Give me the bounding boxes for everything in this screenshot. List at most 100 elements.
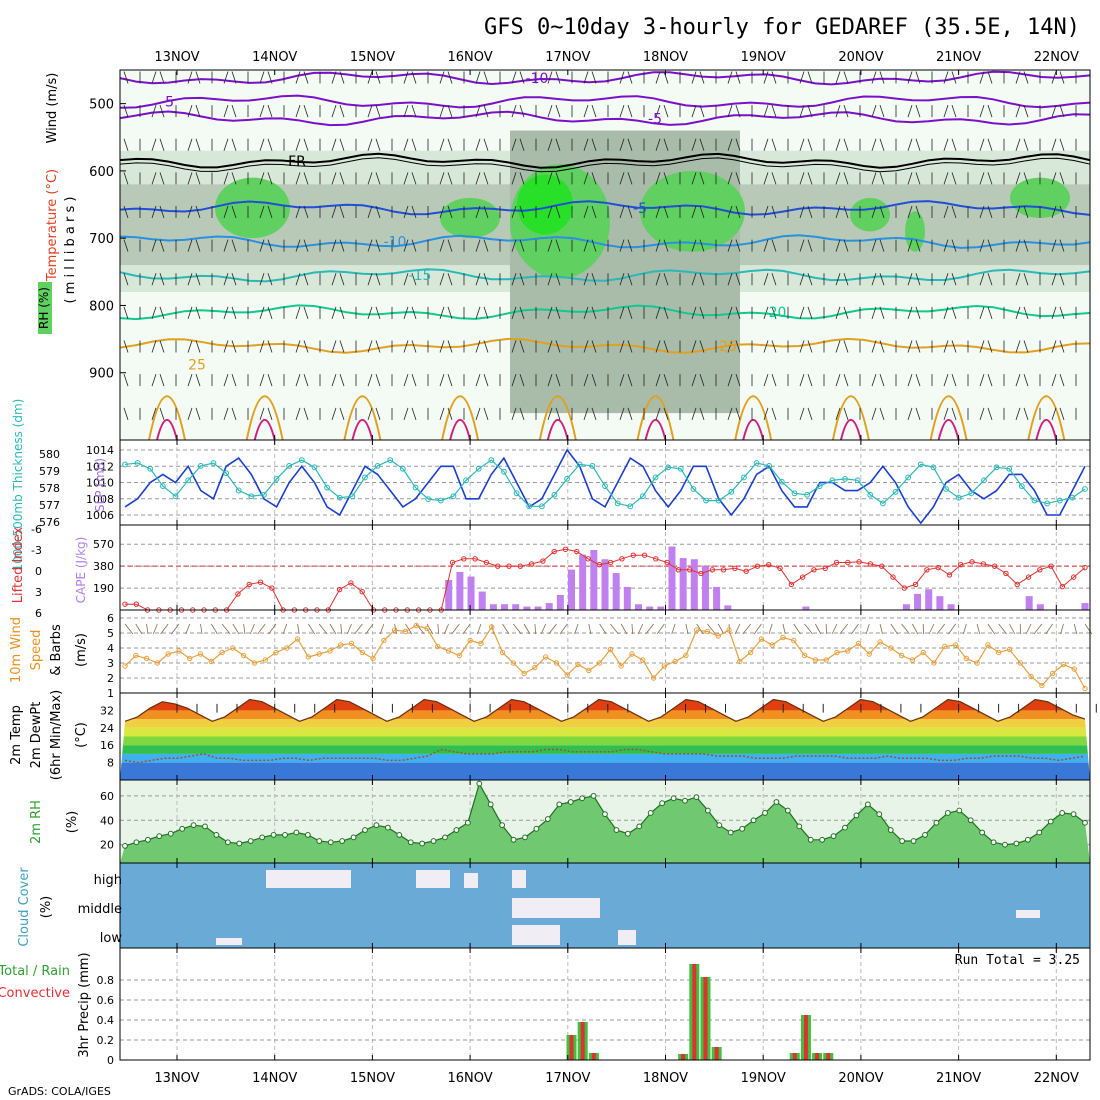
wind-barb <box>195 374 201 387</box>
wind-speed-point <box>855 640 862 647</box>
wind-barb <box>1051 273 1057 286</box>
wind-barb <box>763 407 769 420</box>
lifted-index-point <box>483 559 490 566</box>
wind-barb <box>511 172 517 185</box>
thickness-point <box>652 474 659 481</box>
thickness-point <box>614 500 621 507</box>
wind-barb <box>555 71 561 84</box>
wind-speed-point <box>370 655 376 662</box>
wind-axis-label: Speed <box>29 630 44 671</box>
wind-barb <box>159 71 165 84</box>
cape-bar <box>623 586 631 610</box>
wind-barb <box>483 104 489 118</box>
lifted-index-point <box>958 561 964 568</box>
wind-barb <box>727 340 733 353</box>
wind-speed-point <box>435 643 441 650</box>
wind-barb <box>879 340 885 353</box>
rh-tick-label: 60 <box>100 790 114 803</box>
wind-barb <box>879 71 885 84</box>
wind-barb <box>447 104 453 118</box>
wind-barb <box>223 71 229 84</box>
rh-point <box>156 833 163 840</box>
wind-barb <box>1023 104 1029 118</box>
wind-barb <box>411 104 417 118</box>
wind-barb <box>951 104 957 118</box>
thickness-point <box>804 491 811 498</box>
wind-barb <box>591 172 597 185</box>
wind-barb <box>843 306 849 320</box>
wind-barb <box>547 71 553 84</box>
wind-barb <box>195 205 201 219</box>
wind-barb <box>871 374 877 387</box>
wind-barb <box>951 407 957 420</box>
wind-barb <box>763 71 769 84</box>
wind-barb <box>195 273 201 286</box>
wind-barb <box>583 138 589 151</box>
date-label-bottom: 13NOV <box>154 1071 199 1086</box>
slp-tick-label: 1012 <box>86 460 114 473</box>
wind-barb <box>691 306 697 320</box>
wind-barb <box>979 374 985 387</box>
wind-barb <box>627 138 633 151</box>
lifted-index-point <box>980 561 987 567</box>
wind-speed-point <box>327 648 333 654</box>
rh-point <box>864 801 871 808</box>
lifted-index-point <box>551 548 557 555</box>
warm-lobe-contour <box>1027 395 1066 441</box>
wind-barb <box>555 239 561 252</box>
wind-speed-point <box>133 652 139 659</box>
surface-wind-barb <box>588 623 592 635</box>
thickness-point <box>463 477 469 484</box>
wind-barb <box>591 239 597 252</box>
rh-point <box>362 827 368 833</box>
wind-barb <box>835 374 841 387</box>
wind-barb <box>511 306 517 320</box>
wind-barb <box>555 306 561 320</box>
surface-wind-barb <box>645 623 654 635</box>
wind-speed-point <box>693 627 700 633</box>
contour-label: 25 <box>719 339 737 355</box>
wind-barb <box>339 306 345 320</box>
thickness-point <box>1069 494 1076 501</box>
wind-barb <box>123 138 129 151</box>
wind-barb <box>1015 239 1021 252</box>
cape-bar <box>568 569 576 610</box>
wind-barb <box>411 273 417 286</box>
wind-barb <box>151 273 157 286</box>
rh-point <box>407 839 414 846</box>
surface-wind-barb <box>753 623 762 635</box>
wind-barb <box>799 71 805 84</box>
rh-point <box>179 825 186 832</box>
wind-barb <box>1051 340 1057 353</box>
wind-barb <box>907 407 913 420</box>
wind-barb <box>691 104 697 118</box>
wind-barb <box>735 239 741 252</box>
wind-barb <box>475 138 481 151</box>
wind-barb <box>187 306 193 320</box>
wind-barb <box>439 374 445 387</box>
hot-lobe-contour <box>253 418 276 441</box>
lifted-index-point <box>235 591 241 597</box>
wind-barb <box>663 138 669 151</box>
lifted-index-point <box>799 574 806 580</box>
cape-bar <box>947 604 955 610</box>
wind-barb <box>699 239 705 252</box>
wind-barb <box>303 239 309 252</box>
convective-bar <box>692 964 697 1060</box>
wind-barb <box>1015 273 1021 286</box>
thickness-point <box>993 464 1000 471</box>
warm-lobe-contour <box>538 395 577 441</box>
wind-barb <box>159 407 165 420</box>
wind-barb <box>951 340 957 353</box>
wind-speed-point <box>467 637 473 644</box>
wind-barb <box>987 138 993 151</box>
wind-barb <box>339 340 345 353</box>
wind-barb <box>303 104 309 118</box>
surface-wind-barb <box>928 623 935 635</box>
wind-barb <box>987 306 993 320</box>
contour-label: 25 <box>188 357 206 373</box>
wind-barb <box>951 374 957 387</box>
wind-barb <box>1059 172 1065 185</box>
wind-barb <box>223 138 229 151</box>
lifted-index-point <box>269 585 275 591</box>
